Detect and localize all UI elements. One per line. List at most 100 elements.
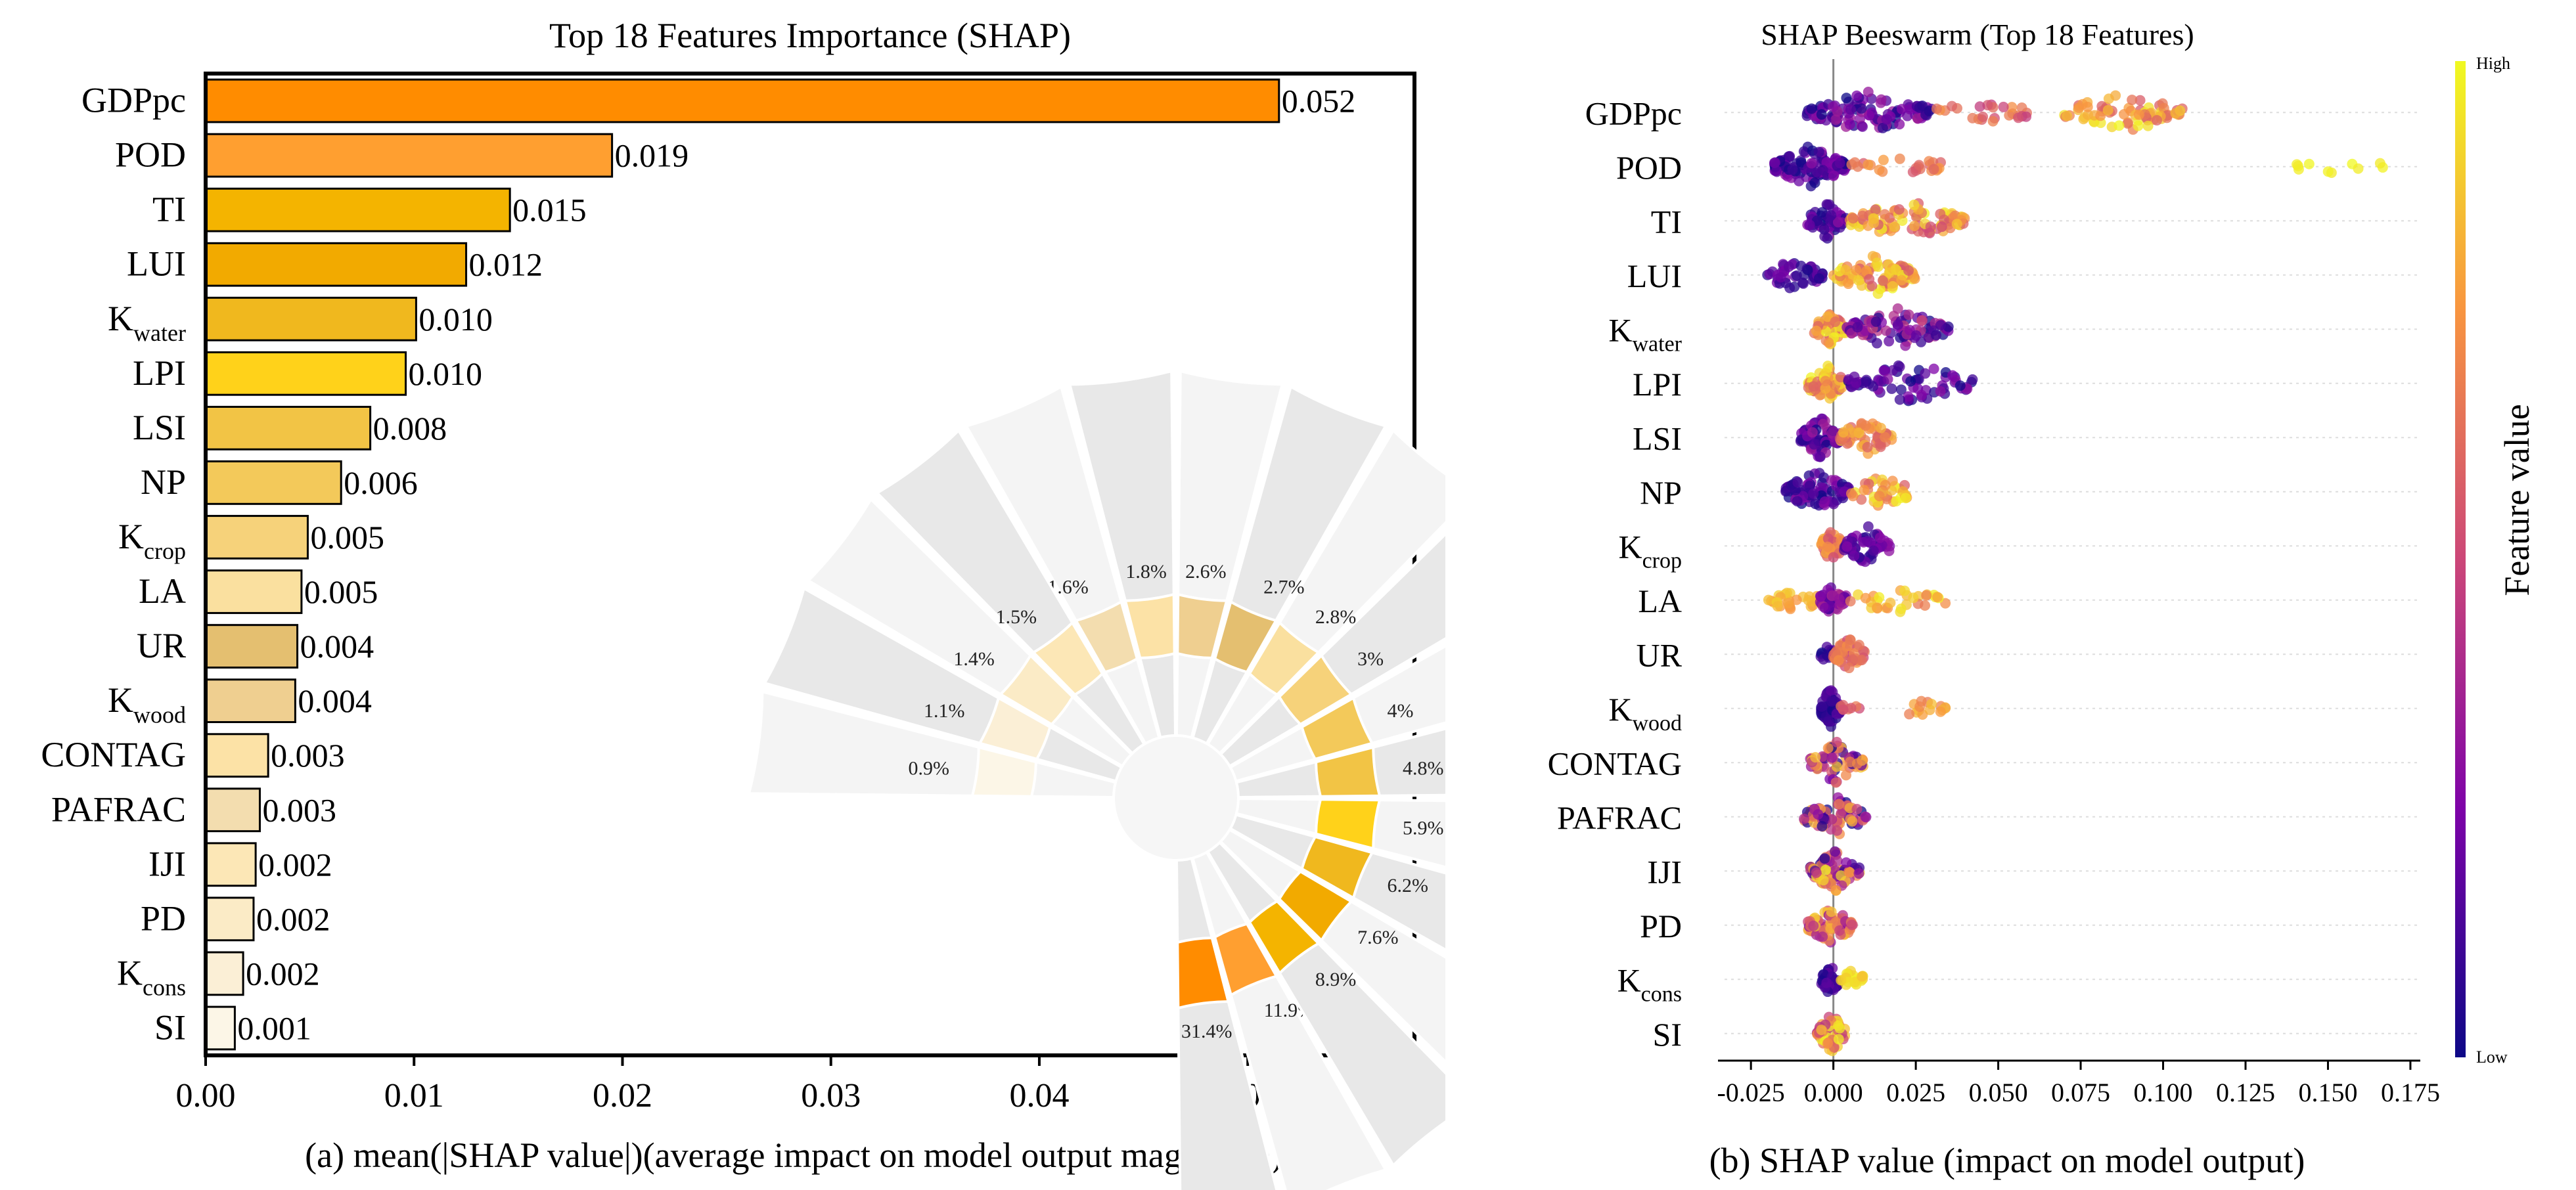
swarm-point xyxy=(1830,885,1842,896)
swarm-point xyxy=(1822,533,1834,544)
x-tick-label-0.150: 0.150 xyxy=(2298,1078,2357,1107)
swarm-point xyxy=(1822,1038,1833,1049)
swarm-point xyxy=(1822,311,1833,322)
bar-Kcrop xyxy=(204,515,309,560)
swarm-point xyxy=(1845,104,1856,115)
swarm-point xyxy=(1967,374,1978,385)
swarm-point xyxy=(1899,585,1910,596)
bar-value-label-Kwater: 0.010 xyxy=(418,301,493,338)
swarm-point xyxy=(1834,158,1845,169)
swarm-point xyxy=(1845,634,1856,645)
rose-slice-POD xyxy=(1213,922,1278,998)
swarm-point xyxy=(1885,597,1896,608)
swarm-point xyxy=(1977,111,1989,122)
swarm-point xyxy=(1913,160,1924,171)
swarm-point xyxy=(1833,1020,1844,1031)
y-tick-label-PD: PD xyxy=(141,898,186,938)
swarm-point xyxy=(1861,812,1872,823)
swarm-point xyxy=(1820,376,1831,387)
y-tick-label-NP: NP xyxy=(141,462,186,502)
swarm-point xyxy=(1817,165,1828,176)
x-tick-label-0.075: 0.075 xyxy=(2051,1078,2110,1107)
swarm-point xyxy=(1864,274,1875,285)
swarm-point xyxy=(2073,102,2084,113)
swarm-point xyxy=(1820,383,1831,394)
swarm-point xyxy=(1836,870,1847,881)
rose-slice-Kwood xyxy=(1176,592,1229,659)
swarm-point xyxy=(1874,592,1885,603)
swarm-point xyxy=(1830,317,1841,328)
bar-NP xyxy=(204,460,342,505)
swarm-point xyxy=(1876,376,1887,387)
swarm-point xyxy=(1900,493,1911,504)
swarm-point xyxy=(1771,165,1782,176)
swarm-point xyxy=(1842,541,1853,552)
swarm-point xyxy=(1916,315,1928,326)
swarm-point xyxy=(1819,602,1830,613)
swarm-point xyxy=(2127,95,2138,106)
swarm-point xyxy=(2119,109,2130,120)
swarm-point xyxy=(1818,875,1829,886)
rose-slice-UR xyxy=(1213,600,1278,674)
rose-slice-Kcrop xyxy=(1277,653,1354,726)
swarm-point xyxy=(1792,496,1803,507)
bar-POD xyxy=(204,133,614,178)
y-tick-label-Kcons: Kcons xyxy=(1617,961,1682,1006)
x-tick-label-0.125: 0.125 xyxy=(2216,1078,2275,1107)
swarm-row-IJI xyxy=(1805,846,1865,896)
x-tick-label-0.175: 0.175 xyxy=(2381,1078,2440,1107)
swarm-point xyxy=(1935,706,1946,717)
swarm-point xyxy=(2062,110,2073,121)
rose-slice-PAFRAC xyxy=(1073,600,1139,674)
swarm-point xyxy=(1857,654,1868,665)
swarm-point xyxy=(1826,752,1838,763)
rose-slice-IJI xyxy=(1031,620,1104,697)
swarm-point xyxy=(2133,109,2144,120)
swarm-point xyxy=(1853,868,1864,879)
swarm-point xyxy=(1880,431,1891,443)
swarm-point xyxy=(1916,695,1927,707)
swarm-point xyxy=(1987,116,1999,127)
swarm-row-Kwater xyxy=(1809,303,1954,351)
swarm-point xyxy=(1947,370,1958,381)
swarm-point xyxy=(1819,853,1830,864)
swarm-point xyxy=(1892,319,1903,330)
swarm-point xyxy=(1894,394,1905,405)
x-tick-label-0.050: 0.050 xyxy=(1969,1078,2028,1107)
swarm-point xyxy=(1810,498,1821,510)
rose-label-IJI: 1.5% xyxy=(996,606,1037,628)
swarm-point xyxy=(1909,220,1920,231)
rose-label-Kwater: 6.2% xyxy=(1388,875,1429,896)
bar-value-label-LA: 0.005 xyxy=(304,573,378,610)
y-tick-label-IJI: IJI xyxy=(1647,853,1682,890)
swarm-point xyxy=(1928,363,1939,374)
y-tick-label-SI: SI xyxy=(154,1007,186,1047)
swarm-point xyxy=(1782,598,1794,609)
swarm-point xyxy=(1903,309,1914,320)
swarm-point xyxy=(1828,498,1840,510)
swarm-point xyxy=(1925,221,1936,232)
rose-label-LPI: 5.9% xyxy=(1403,817,1444,839)
swarm-point xyxy=(1817,931,1828,942)
swarm-point xyxy=(1784,282,1796,294)
rose-slice-TI xyxy=(1248,899,1321,976)
swarm-point xyxy=(1884,336,1895,347)
rose-label-SI: 0.9% xyxy=(908,758,949,780)
swarm-point xyxy=(1783,261,1794,273)
swarm-row-PAFRAC xyxy=(1799,792,1872,839)
rose-slice-SI xyxy=(970,745,1037,798)
swarm-point xyxy=(1926,698,1937,709)
swarm-point xyxy=(1955,380,1966,391)
bar-SI xyxy=(204,1005,236,1051)
swarm-point xyxy=(1831,736,1842,747)
y-tick-label-LPI: LPI xyxy=(133,353,186,393)
rose-slice-NP xyxy=(1300,695,1374,761)
swarm-point xyxy=(1851,90,1863,101)
rose-slice-LSI xyxy=(1315,745,1382,798)
swarm-point xyxy=(1874,491,1885,502)
swarm-point xyxy=(1875,97,1886,108)
swarm-point xyxy=(1847,213,1859,224)
bar-value-label-IJI: 0.002 xyxy=(258,846,332,883)
x-tick-label-0.100: 0.100 xyxy=(2134,1078,2193,1107)
